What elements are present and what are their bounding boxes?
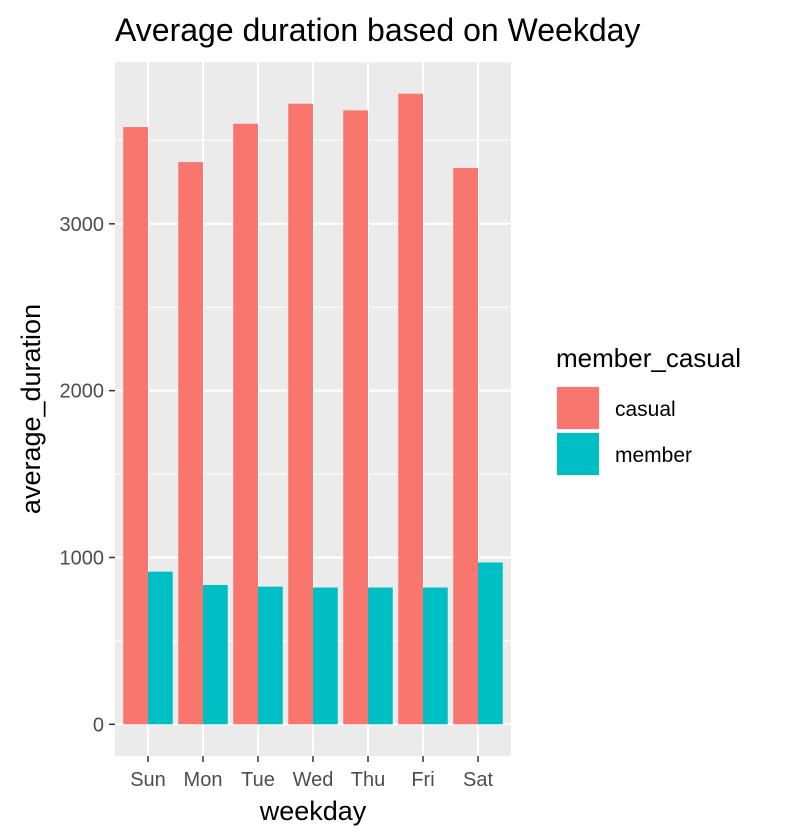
y-tick-label: 0 — [93, 714, 104, 736]
bar-member-tue — [258, 586, 283, 725]
bar-casual-sat — [453, 167, 478, 725]
y-tick-label: 1000 — [60, 547, 105, 569]
bar-casual-thu — [343, 110, 368, 725]
bar-casual-tue — [233, 123, 258, 725]
x-axis: Sun Mon Tue Wed Thu Fri Sat — [130, 756, 493, 791]
bar-member-thu — [368, 587, 393, 725]
x-tick-label: Wed — [293, 769, 334, 791]
x-tick-label: Sat — [463, 769, 493, 791]
bar-member-wed — [313, 587, 338, 725]
bar-casual-mon — [178, 162, 203, 725]
y-axis: 0 1000 2000 3000 — [60, 214, 115, 736]
chart-title: Average duration based on Weekday — [115, 12, 640, 48]
bar-member-mon — [203, 585, 228, 725]
legend: member_casual casual member — [556, 343, 741, 476]
x-axis-title: weekday — [259, 796, 367, 826]
legend-title: member_casual — [556, 343, 741, 373]
x-tick-label: Tue — [241, 769, 275, 791]
x-tick-label: Fri — [411, 769, 434, 791]
bar-member-sun — [148, 571, 173, 725]
y-tick-label: 3000 — [60, 214, 105, 236]
bar-casual-sun — [123, 127, 148, 725]
legend-label-casual: casual — [615, 398, 676, 421]
x-tick-label: Sun — [130, 769, 166, 791]
x-tick-label: Thu — [351, 769, 385, 791]
x-tick-label: Mon — [184, 769, 223, 791]
legend-label-member: member — [615, 444, 692, 467]
y-tick-label: 2000 — [60, 381, 105, 403]
bars — [123, 93, 503, 725]
bar-member-fri — [423, 587, 448, 725]
y-axis-title: average_duration — [16, 304, 46, 514]
legend-swatch-member — [557, 433, 599, 475]
legend-swatch-casual — [557, 387, 599, 429]
bar-casual-fri — [398, 93, 423, 725]
bar-member-sat — [478, 562, 503, 725]
bar-casual-wed — [288, 103, 313, 725]
